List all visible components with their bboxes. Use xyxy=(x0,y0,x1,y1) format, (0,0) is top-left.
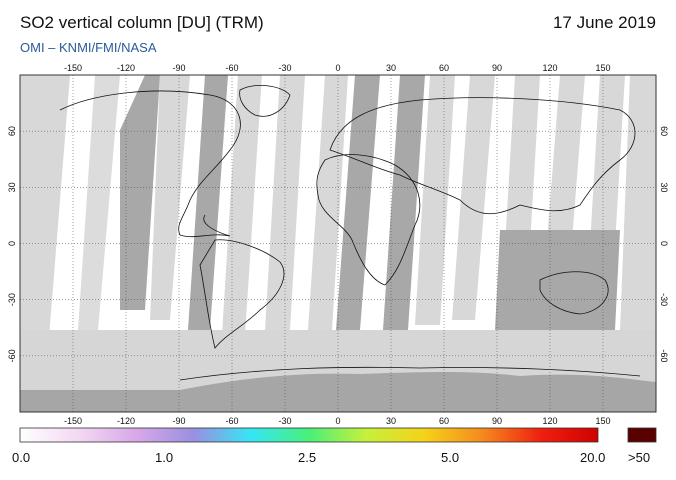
data-source-credit: OMI – KNMI/FMI/NASA xyxy=(20,40,157,55)
latitude-labels-left: 60 30 0 -30 -60 xyxy=(7,126,17,362)
latitude-tick-label: -30 xyxy=(659,293,669,306)
longitude-tick-label: 60 xyxy=(439,416,449,426)
latitude-tick-label: 0 xyxy=(7,241,17,246)
swath-band xyxy=(265,75,305,330)
longitude-tick-label: 30 xyxy=(386,416,396,426)
longitude-tick-label: 120 xyxy=(542,416,557,426)
longitude-labels-top: -150 -120 -90 -60 -30 0 30 60 90 120 150 xyxy=(64,63,611,73)
longitude-tick-label: -60 xyxy=(225,416,238,426)
swath-band xyxy=(188,75,228,330)
north-america-outline xyxy=(59,90,241,238)
longitude-tick-label: 30 xyxy=(386,63,396,73)
longitude-tick-label: 0 xyxy=(335,416,340,426)
latitude-labels-right: 60 30 0 -30 -60 xyxy=(659,126,669,362)
longitude-labels-bottom: -150 -120 -90 -60 -30 0 30 60 90 120 150 xyxy=(64,416,611,426)
colorbar-label: 2.5 xyxy=(298,450,317,465)
latitude-tick-label: -30 xyxy=(7,293,17,306)
swath-band xyxy=(415,75,455,325)
longitude-tick-label: -120 xyxy=(117,63,135,73)
latitude-tick-label: 0 xyxy=(659,241,669,246)
swath-band xyxy=(336,75,380,330)
swath-band xyxy=(20,75,70,350)
swath-band xyxy=(150,75,190,320)
latitude-tick-label: -60 xyxy=(7,349,17,362)
colorbar-label: 20.0 xyxy=(580,450,606,465)
longitude-tick-label: 150 xyxy=(595,63,610,73)
overflow-swatch xyxy=(627,427,657,443)
greenland-outline xyxy=(239,85,291,117)
eurasia-outline xyxy=(329,97,636,215)
longitude-tick-label: 150 xyxy=(595,416,610,426)
longitude-tick-label: -60 xyxy=(225,63,238,73)
longitude-tick-label: -90 xyxy=(172,416,185,426)
swath-band xyxy=(383,75,425,330)
latitude-tick-label: 30 xyxy=(659,182,669,192)
swath-band xyxy=(620,75,656,330)
latitude-tick-label: 60 xyxy=(659,126,669,136)
latitude-tick-label: -60 xyxy=(659,349,669,362)
longitude-tick-label: -150 xyxy=(64,63,82,73)
swath-band xyxy=(78,75,120,330)
longitude-tick-label: 0 xyxy=(335,63,340,73)
colorbar-label: 1.0 xyxy=(155,450,174,465)
antarctica-outline xyxy=(179,366,641,381)
swath-band xyxy=(495,230,620,330)
colorbar-label: 5.0 xyxy=(441,450,460,465)
page-title: SO2 vertical column [DU] (TRM) xyxy=(20,13,264,32)
longitude-tick-label: -150 xyxy=(64,416,82,426)
date-label: 17 June 2019 xyxy=(552,13,656,32)
swath-band xyxy=(120,75,160,310)
longitude-tick-label: -90 xyxy=(172,63,185,73)
latitude-tick-label: 60 xyxy=(7,126,17,136)
longitude-tick-label: -120 xyxy=(117,416,135,426)
longitude-tick-label: -30 xyxy=(278,63,291,73)
longitude-tick-label: 90 xyxy=(492,416,502,426)
graticule xyxy=(20,75,656,412)
south-america-outline xyxy=(199,239,285,349)
polar-no-data xyxy=(20,390,656,412)
longitude-tick-label: 60 xyxy=(439,63,449,73)
swath-band xyxy=(452,75,495,320)
australia-outline xyxy=(539,271,609,315)
longitude-tick-label: 90 xyxy=(492,63,502,73)
swath-bands xyxy=(20,75,656,350)
coastlines xyxy=(59,85,641,381)
colorbar-label: 0.0 xyxy=(12,450,31,465)
latitude-tick-label: 30 xyxy=(7,182,17,192)
antarctica xyxy=(180,372,656,390)
africa-outline xyxy=(316,154,421,286)
colorbar-label: >50 xyxy=(628,450,651,465)
map-frame xyxy=(19,74,657,413)
longitude-tick-label: 120 xyxy=(542,63,557,73)
longitude-tick-label: -30 xyxy=(278,416,291,426)
colorbar xyxy=(19,427,599,443)
